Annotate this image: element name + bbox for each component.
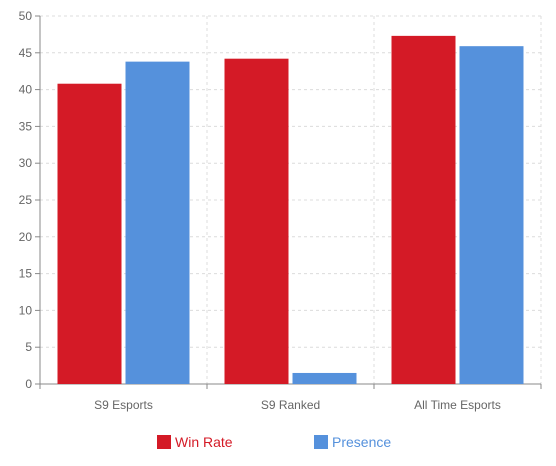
y-tick-label: 45 bbox=[19, 46, 33, 60]
bars bbox=[58, 36, 524, 384]
y-tick-label: 40 bbox=[19, 83, 33, 97]
bar-win-rate-1[interactable] bbox=[225, 59, 289, 384]
x-category-label: S9 Esports bbox=[94, 398, 153, 412]
bar-win-rate-2[interactable] bbox=[392, 36, 456, 384]
y-tick-label: 30 bbox=[19, 156, 33, 170]
x-category-label: S9 Ranked bbox=[261, 398, 320, 412]
legend-item-win-rate[interactable]: Win Rate bbox=[157, 434, 233, 450]
y-tick-label: 5 bbox=[25, 340, 32, 354]
bar-presence-0[interactable] bbox=[126, 62, 190, 384]
bar-presence-1[interactable] bbox=[293, 373, 357, 384]
legend[interactable]: Win Rate Presence bbox=[157, 434, 391, 450]
bar-presence-2[interactable] bbox=[460, 46, 524, 384]
y-tick-label: 20 bbox=[19, 230, 33, 244]
y-tick-label: 35 bbox=[19, 119, 33, 133]
legend-swatch bbox=[314, 435, 328, 449]
legend-label: Presence bbox=[332, 434, 391, 450]
y-tick-label: 15 bbox=[19, 267, 33, 281]
y-tick-label: 0 bbox=[25, 377, 32, 391]
y-tick-label: 50 bbox=[19, 9, 33, 23]
legend-label: Win Rate bbox=[175, 434, 233, 450]
legend-swatch bbox=[157, 435, 171, 449]
y-tick-label: 10 bbox=[19, 303, 33, 317]
x-category-label: All Time Esports bbox=[414, 398, 501, 412]
legend-item-presence[interactable]: Presence bbox=[314, 434, 391, 450]
bar-win-rate-0[interactable] bbox=[58, 84, 122, 384]
y-tick-label: 25 bbox=[19, 193, 33, 207]
